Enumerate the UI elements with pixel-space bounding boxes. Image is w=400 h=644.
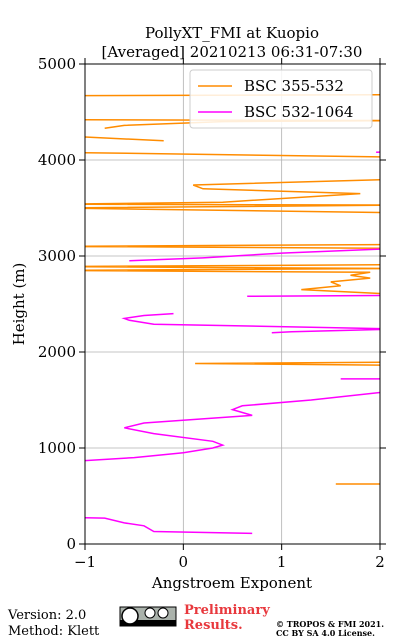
legend-label: BSC 532-1064: [244, 103, 353, 121]
y-tick-label: 0: [66, 535, 76, 553]
preliminary: Results.: [184, 618, 243, 633]
version: Version: 2.0: [7, 608, 86, 623]
legend-label: BSC 355-532: [244, 77, 344, 95]
y-tick-label: 5000: [38, 55, 76, 73]
chart-title: [Averaged] 20210213 06:31-07:30: [102, 43, 363, 61]
y-tick-label: 4000: [38, 151, 76, 169]
x-axis-label: Angstroem Exponent: [151, 574, 312, 592]
plot-area: [56, 95, 400, 534]
x-tick-label: 0: [179, 553, 189, 571]
method: Method: Klett: [8, 624, 100, 639]
y-axis-label: Height (m): [10, 263, 28, 346]
x-tick-label: 2: [375, 553, 385, 571]
y-tick-label: 1000: [38, 439, 76, 457]
license: CC BY SA 4.0 License.: [276, 628, 375, 638]
y-tick-label: 2000: [38, 343, 76, 361]
y-tick-label: 3000: [38, 247, 76, 265]
preliminary: Preliminary: [184, 603, 270, 618]
x-tick-label: −1: [74, 553, 96, 571]
chart-title: PollyXT_FMI at Kuopio: [145, 24, 319, 42]
profile-line: [56, 95, 400, 484]
cc-logo: [120, 607, 176, 626]
x-tick-label: 1: [277, 553, 287, 571]
plot-frame: [85, 64, 380, 544]
